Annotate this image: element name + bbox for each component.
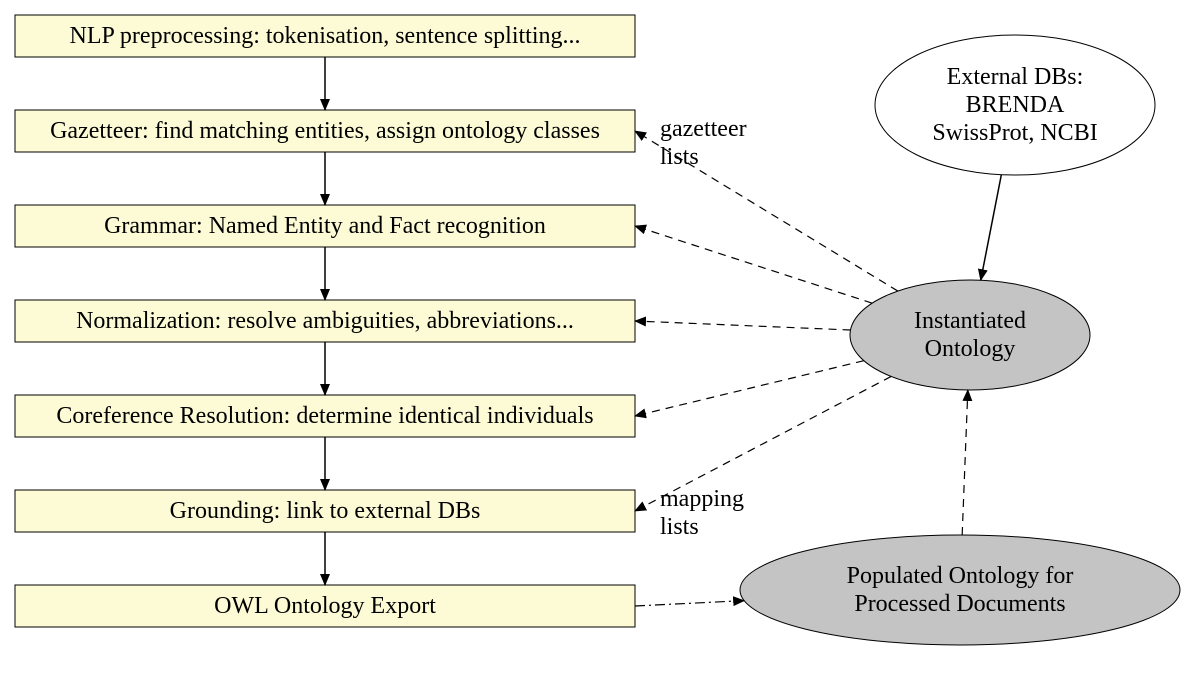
ellipse-node-2 — [850, 280, 1090, 390]
diagram-canvas: NLP preprocessing: tokenisation, sentenc… — [0, 0, 1200, 673]
edge-label-2-line-1: mapping — [660, 486, 744, 512]
process-box-label-4: Normalization: resolve ambiguities, abbr… — [76, 308, 574, 334]
process-box-label-2: Gazetteer: find matching entities, assig… — [50, 118, 600, 144]
process-box-label-1: NLP preprocessing: tokenisation, sentenc… — [69, 23, 580, 49]
process-box-label-3: Grammar: Named Entity and Fact recogniti… — [104, 213, 546, 239]
ellipse-label-1-line-3: SwissProt, NCBI — [932, 120, 1097, 146]
ellipse-label-2-line-2: Ontology — [925, 336, 1016, 362]
dashdot-arrow-1 — [635, 601, 744, 606]
process-box-label-6: Grounding: link to external DBs — [170, 498, 481, 524]
solid-arrow-7 — [981, 175, 1002, 281]
ellipse-label-3-line-1: Populated Ontology for — [847, 563, 1074, 589]
ellipse-label-1-line-2: BRENDA — [966, 92, 1065, 118]
ellipse-label-2-line-1: Instantiated — [914, 308, 1026, 334]
dashed-arrow-6 — [962, 390, 968, 535]
dashed-arrow-3 — [635, 321, 850, 330]
dashed-arrow-5 — [635, 376, 891, 511]
process-box-label-5: Coreference Resolution: determine identi… — [56, 403, 593, 429]
dashed-arrow-2 — [635, 226, 872, 303]
ellipse-node-3 — [740, 535, 1180, 645]
ellipse-label-3-line-2: Processed Documents — [854, 591, 1065, 617]
ellipse-label-1-line-1: External DBs: — [947, 64, 1084, 90]
edge-label-2-line-2: lists — [660, 514, 699, 540]
edge-label-1-line-1: gazetteer — [660, 116, 747, 142]
dashed-arrow-4 — [635, 361, 864, 416]
process-box-label-7: OWL Ontology Export — [214, 593, 436, 619]
